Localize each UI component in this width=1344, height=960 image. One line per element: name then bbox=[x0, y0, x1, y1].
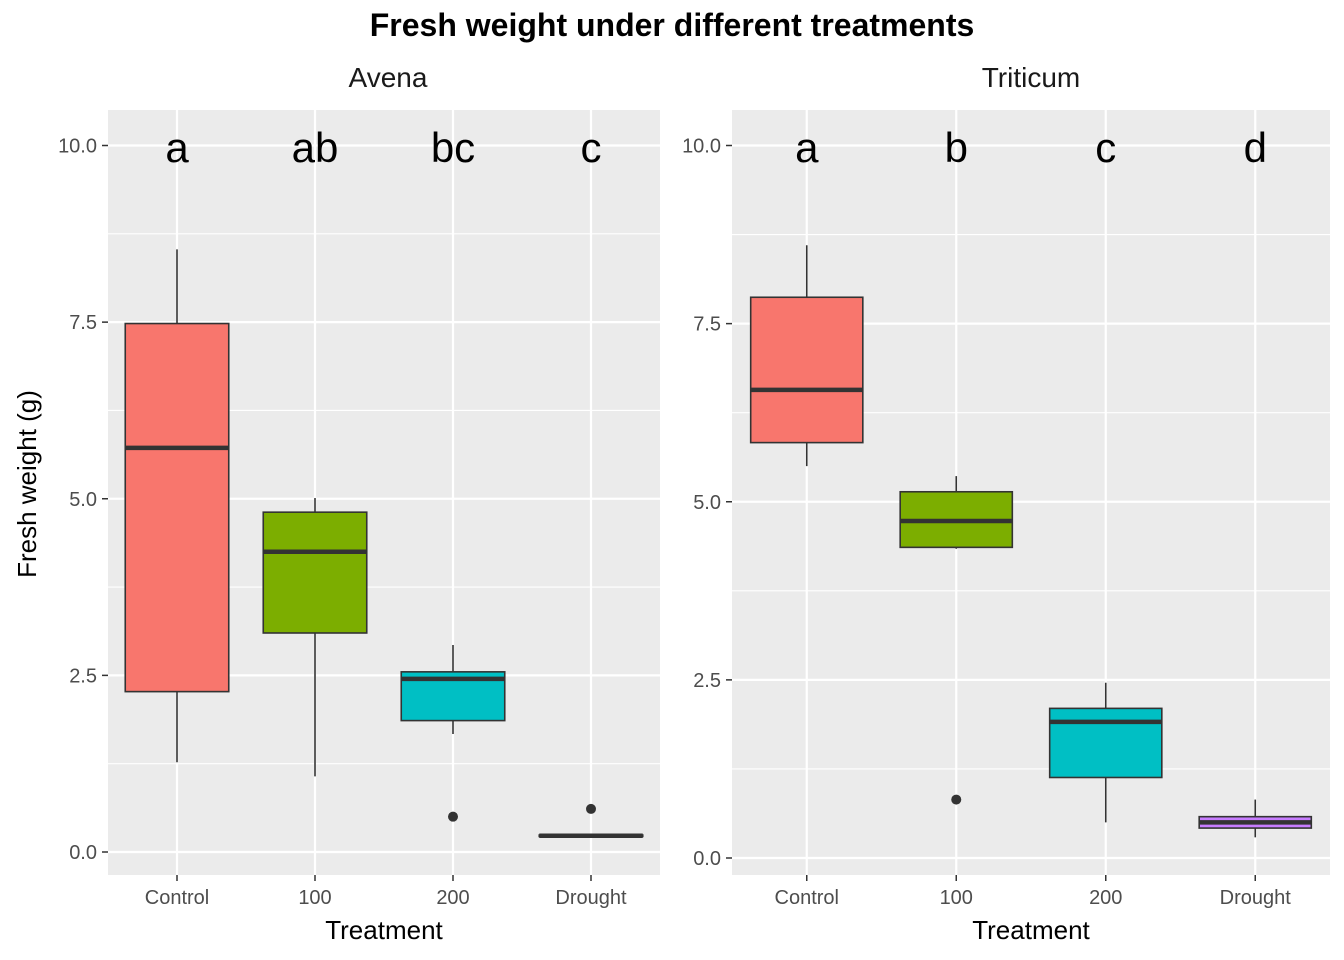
box-iqr bbox=[1048, 707, 1163, 779]
panel-background bbox=[732, 110, 1330, 875]
significance-letter: bc bbox=[431, 124, 475, 171]
x-tick-label: Drought bbox=[555, 887, 627, 909]
box-200 bbox=[400, 644, 506, 822]
panel-triticum: 0.0 2.5 5.0 7.5 10.0 a b c d Control 100 200 Drought… bbox=[682, 62, 1330, 945]
outlier-point bbox=[586, 803, 596, 814]
significance-letter: a bbox=[165, 124, 189, 171]
significance-letter: b bbox=[945, 124, 968, 171]
outlier-point bbox=[951, 794, 962, 805]
y-tick-label: 0.0 bbox=[69, 842, 97, 864]
box-iqr bbox=[749, 296, 864, 444]
box-control bbox=[124, 249, 230, 763]
box-iqr bbox=[262, 511, 368, 634]
x-tick-label: 200 bbox=[436, 887, 469, 909]
box-100 bbox=[262, 498, 368, 777]
x-tick-label: 100 bbox=[298, 887, 331, 909]
box-drought bbox=[538, 803, 644, 839]
significance-letter: c bbox=[1095, 124, 1116, 171]
y-tick-label: 2.5 bbox=[693, 670, 721, 692]
y-tick-label: 7.5 bbox=[69, 312, 97, 334]
significance-letter: d bbox=[1244, 124, 1267, 171]
box-drought bbox=[1198, 799, 1313, 838]
panel-avena: 0.0 2.5 5.0 7.5 10.0 a ab bc c Control 100 200 Droug… bbox=[58, 62, 660, 945]
significance-letter: a bbox=[795, 124, 819, 171]
x-tick-label: Control bbox=[775, 887, 839, 909]
facet-title: Avena bbox=[349, 62, 428, 93]
box-control bbox=[749, 245, 864, 467]
significance-letter: ab bbox=[292, 124, 339, 171]
y-tick-label: 5.0 bbox=[69, 489, 97, 511]
box-100 bbox=[899, 476, 1014, 805]
x-tick-label: Drought bbox=[1220, 887, 1292, 909]
outlier-point bbox=[448, 811, 458, 822]
y-tick-label: 7.5 bbox=[693, 314, 721, 336]
y-tick-label: 0.0 bbox=[693, 848, 721, 870]
x-axis-title: Treatment bbox=[325, 915, 443, 945]
y-tick-label: 10.0 bbox=[682, 136, 721, 158]
x-tick-label: 200 bbox=[1089, 887, 1122, 909]
box-iqr bbox=[124, 322, 230, 693]
x-tick-label: 100 bbox=[940, 887, 973, 909]
significance-letter: c bbox=[581, 124, 602, 171]
y-axis-title: Fresh weight (g) bbox=[12, 390, 42, 578]
y-tick-label: 2.5 bbox=[69, 665, 97, 687]
y-tick-label: 10.0 bbox=[58, 136, 97, 158]
facet-title: Triticum bbox=[982, 62, 1081, 93]
x-tick-label: Control bbox=[145, 887, 209, 909]
chart-title: Fresh weight under different treatments bbox=[370, 7, 975, 43]
box-200 bbox=[1048, 682, 1163, 823]
y-tick-label: 5.0 bbox=[693, 492, 721, 514]
x-axis-title: Treatment bbox=[972, 915, 1090, 945]
